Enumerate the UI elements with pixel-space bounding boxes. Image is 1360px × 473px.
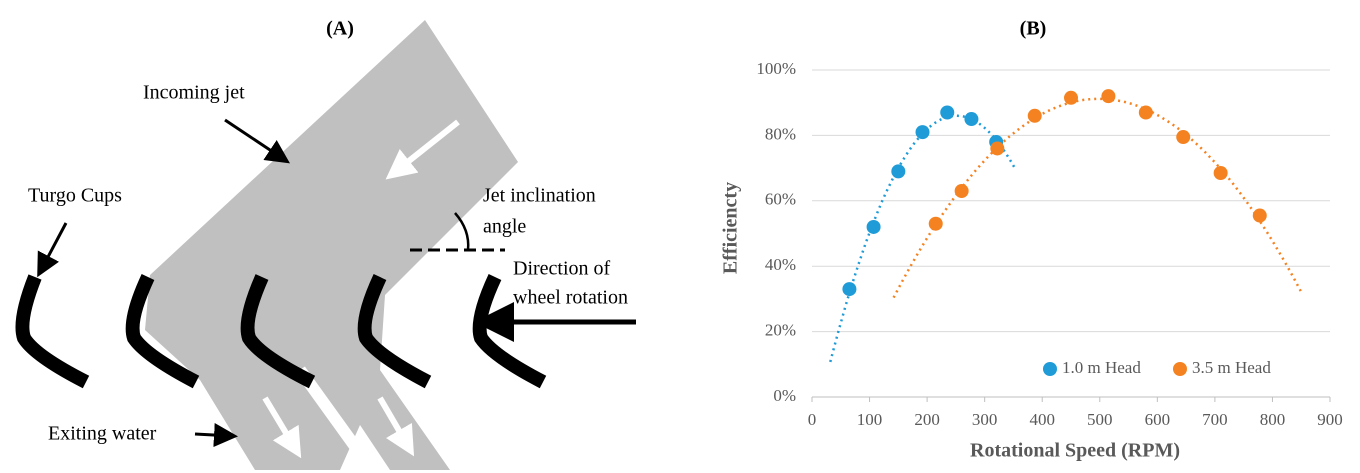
flow-arrow <box>385 119 460 180</box>
legend-label: 3.5 m Head <box>1192 358 1271 377</box>
y-tick-label: 100% <box>756 59 796 78</box>
label: wheel rotation <box>513 287 628 309</box>
flow-arrow <box>377 396 415 457</box>
diagram-title: (A) <box>326 18 354 40</box>
flow-arrow <box>262 396 302 459</box>
data-point <box>915 125 930 140</box>
data-point <box>964 112 979 127</box>
data-point <box>1138 105 1153 120</box>
data-point <box>1027 108 1042 123</box>
x-tick-label: 700 <box>1202 410 1228 429</box>
data-point <box>954 183 969 198</box>
data-point <box>1101 89 1116 104</box>
water-split <box>295 366 377 473</box>
data-point <box>866 219 881 234</box>
pointer-arrow <box>224 118 290 164</box>
data-point <box>1213 166 1228 181</box>
y-tick-label: 80% <box>765 124 796 143</box>
label: Direction of <box>513 258 611 280</box>
water-jet <box>145 20 518 470</box>
legend-marker <box>1043 362 1057 376</box>
data-point <box>940 105 955 120</box>
x-tick-label: 600 <box>1145 410 1171 429</box>
x-tick-label: 0 <box>808 410 817 429</box>
diagram: (A) Incoming jet Turgo Cups Jet inclinat… <box>15 18 636 473</box>
chart: (B) Rotational Speed (RPM) Efficiencty 0… <box>720 18 1343 462</box>
label: Turgo Cups <box>28 185 122 207</box>
pointer-arrow <box>37 222 68 278</box>
turgo-cup <box>125 274 200 389</box>
x-tick-label: 800 <box>1260 410 1286 429</box>
label: Incoming jet <box>143 82 245 104</box>
trendline <box>892 97 1304 299</box>
turgo-cup <box>357 274 432 389</box>
y-tick-label: 40% <box>765 255 796 274</box>
x-tick-label: 100 <box>857 410 883 429</box>
data-point <box>891 164 906 179</box>
data-point <box>1176 130 1191 145</box>
pointer-arrow <box>194 423 238 448</box>
data-point <box>1252 208 1267 223</box>
y-tick-label: 0% <box>773 386 796 405</box>
trendline <box>829 114 1017 363</box>
x-axis-label: Rotational Speed (RPM) <box>970 440 1180 462</box>
label: Exiting water <box>48 423 157 445</box>
data-point <box>1064 90 1078 105</box>
x-tick-label: 300 <box>972 410 998 429</box>
legend-label: 1.0 m Head <box>1062 358 1141 377</box>
data-point <box>842 282 857 297</box>
x-tick-label: 500 <box>1087 410 1113 429</box>
x-tick-label: 400 <box>1029 410 1055 429</box>
x-tick-label: 200 <box>914 410 940 429</box>
y-tick-label: 60% <box>765 190 796 209</box>
turgo-cup <box>240 274 316 389</box>
label: angle <box>483 216 526 238</box>
x-tick-label: 900 <box>1317 410 1343 429</box>
data-point <box>990 141 1005 156</box>
legend-marker <box>1173 362 1187 376</box>
angle-arc <box>454 212 470 251</box>
turgo-cup <box>15 274 90 389</box>
y-axis-label: Efficiencty <box>720 182 742 274</box>
data-point <box>928 216 943 231</box>
chart-title: (B) <box>1020 18 1047 40</box>
label: Jet inclination <box>483 185 596 207</box>
y-tick-label: 20% <box>765 321 796 340</box>
